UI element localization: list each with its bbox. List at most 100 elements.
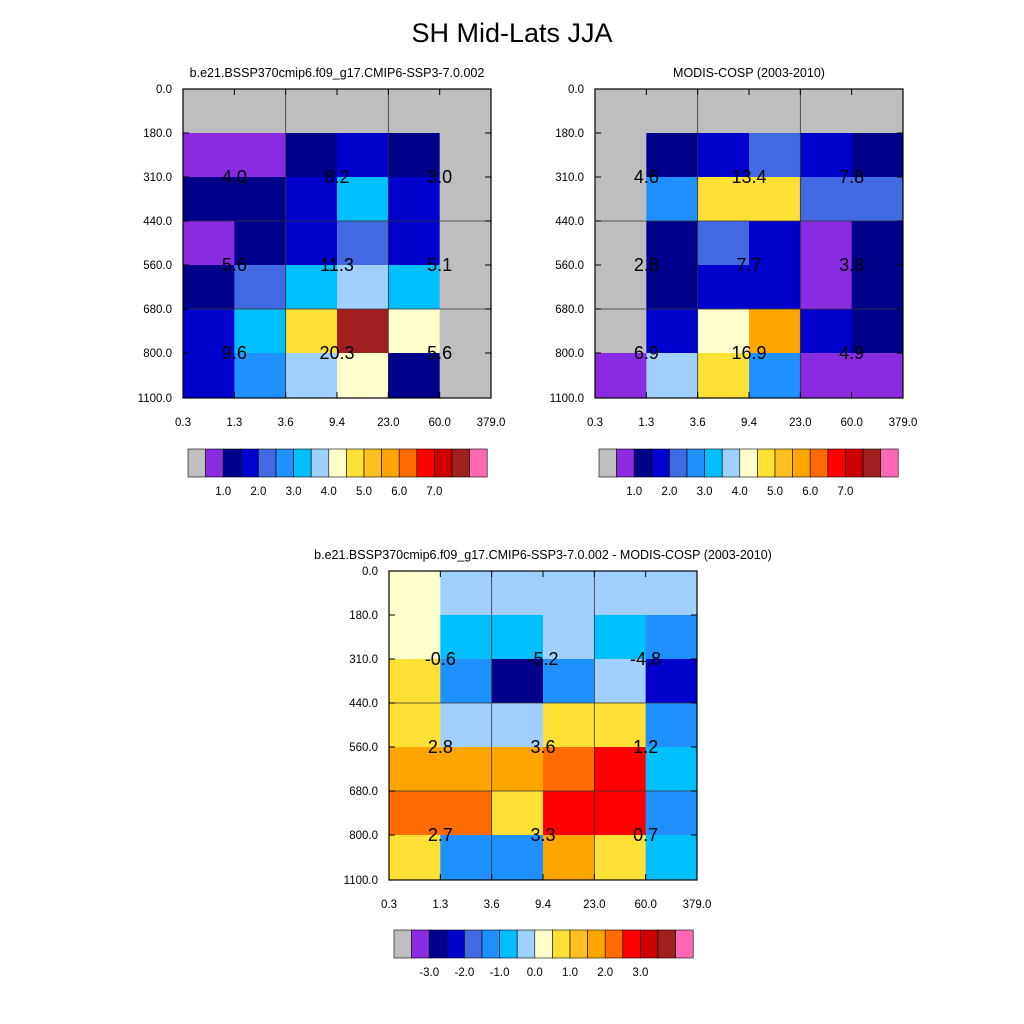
cell-value-label: 6.9 <box>634 343 659 363</box>
heatmap-cell <box>234 133 287 178</box>
heatmap-cell <box>389 571 441 616</box>
heatmap-cell <box>851 221 904 266</box>
y-tick-label: 1100.0 <box>138 393 172 405</box>
heatmap-cell <box>594 747 647 792</box>
heatmap-cell <box>697 221 750 266</box>
cell-value-label: -0.6 <box>425 649 456 669</box>
cell-value-label: 1.2 <box>633 737 658 757</box>
colorbar-swatch <box>346 448 365 478</box>
colorbar-swatch <box>616 448 635 478</box>
heatmap-cell <box>440 571 493 616</box>
cell-value-label: 5.6 <box>222 255 247 275</box>
colorbar-swatch <box>469 448 488 478</box>
heatmap-cell <box>183 353 235 399</box>
heatmap-cell <box>234 309 287 354</box>
heatmap-cell <box>697 177 750 222</box>
heatmap-panel-1: b.e21.BSSP370cmip6.f09_g17.CMIP6-SSP3-7.… <box>138 66 506 498</box>
x-tick-label: 1.3 <box>226 417 242 429</box>
heatmap-cell <box>645 659 698 704</box>
colorbar-tick-label: 1.0 <box>215 486 231 498</box>
x-tick-label: 0.3 <box>175 417 191 429</box>
x-tick-label: 60.0 <box>840 417 862 429</box>
heatmap-cell <box>543 703 595 748</box>
colorbar-swatch <box>827 448 846 478</box>
heatmap-cell <box>800 353 853 399</box>
colorbar-tick-label: -3.0 <box>419 967 439 979</box>
cell-value-label: 4.6 <box>634 167 659 187</box>
cell-value-label: -4.8 <box>630 649 661 669</box>
heatmap-cell <box>749 265 801 310</box>
y-tick-label: 800.0 <box>349 830 378 842</box>
cell-value-label: 7.7 <box>736 255 761 275</box>
heatmap-cell <box>440 791 493 836</box>
colorbar-swatch <box>880 448 899 478</box>
y-tick-label: 1100.0 <box>550 393 584 405</box>
x-tick-label: 9.4 <box>329 417 346 429</box>
x-tick-label: 379.0 <box>889 417 918 429</box>
colorbar-tick-label: 6.0 <box>802 486 818 498</box>
y-tick-label: 560.0 <box>143 260 172 272</box>
colorbar-swatch <box>604 929 624 959</box>
cell-value-label: 3.0 <box>427 167 452 187</box>
y-tick-label: 0.0 <box>568 84 584 96</box>
heatmap-cell <box>234 89 287 134</box>
colorbar-swatch <box>451 448 470 478</box>
colorbar-swatch <box>633 448 653 478</box>
y-tick-label: 680.0 <box>555 304 584 316</box>
cell-value-label: 3.3 <box>530 825 555 845</box>
heatmap-cell <box>491 835 544 881</box>
heatmap-cell <box>851 89 904 134</box>
colorbar-swatch <box>704 448 723 478</box>
heatmap-cell <box>285 177 338 222</box>
x-tick-label: 23.0 <box>583 899 605 911</box>
colorbar-swatch <box>481 929 500 959</box>
heatmap-cell <box>543 571 595 616</box>
heatmap-cell <box>543 659 595 704</box>
x-tick-label: 3.6 <box>484 899 500 911</box>
panel-subtitle: MODIS-COSP (2003-2010) <box>673 66 825 80</box>
heatmap-cell <box>595 353 647 399</box>
cell-value-label: 3.6 <box>530 737 555 757</box>
colorbar-swatch <box>434 448 453 478</box>
colorbar-tick-label: 3.0 <box>632 967 648 979</box>
heatmap-cell <box>183 265 235 310</box>
heatmap-cell <box>491 571 544 616</box>
heatmap-cell <box>800 177 853 222</box>
colorbar-swatch <box>205 448 224 478</box>
x-tick-label: 379.0 <box>477 417 506 429</box>
y-tick-label: 440.0 <box>143 216 172 228</box>
heatmap-cell <box>337 353 389 399</box>
heatmap-cell <box>851 177 904 222</box>
heatmap-cell <box>183 177 235 222</box>
x-tick-label: 1.3 <box>638 417 654 429</box>
y-tick-label: 310.0 <box>349 654 378 666</box>
colorbar-tick-label: -1.0 <box>490 967 510 979</box>
heatmap-cell <box>439 177 492 222</box>
cell-value-label: 20.3 <box>319 343 354 363</box>
heatmap-cell <box>440 659 493 704</box>
y-tick-label: 0.0 <box>156 84 172 96</box>
heatmap-cell <box>595 309 647 354</box>
colorbar-swatch <box>428 929 448 959</box>
heatmap-panel-2: MODIS-COSP (2003-2010) 0.0 180.0 310.0 440.0… <box>550 66 918 498</box>
heatmap-cell <box>388 133 441 178</box>
colorbar-swatch <box>411 929 430 959</box>
heatmap-cell <box>389 615 441 660</box>
cell-value-label: 4.9 <box>839 343 864 363</box>
colorbar-swatch <box>622 929 641 959</box>
colorbar-swatch <box>222 448 242 478</box>
heatmap-cell <box>645 571 698 616</box>
heatmap-cell <box>389 747 441 792</box>
heatmap-cell <box>749 177 801 222</box>
heatmap-cell <box>749 353 801 399</box>
heatmap-cell <box>491 703 544 748</box>
heatmap-cell <box>337 133 389 178</box>
x-tick-label: 9.4 <box>741 417 758 429</box>
cell-value-label: 2.8 <box>428 737 453 757</box>
heatmap-cell <box>645 791 698 836</box>
heatmap-cell <box>800 265 853 310</box>
heatmap-cell <box>439 89 492 134</box>
heatmap-cell <box>491 747 544 792</box>
x-tick-label: 0.3 <box>587 417 603 429</box>
heatmap-cell <box>234 353 287 399</box>
